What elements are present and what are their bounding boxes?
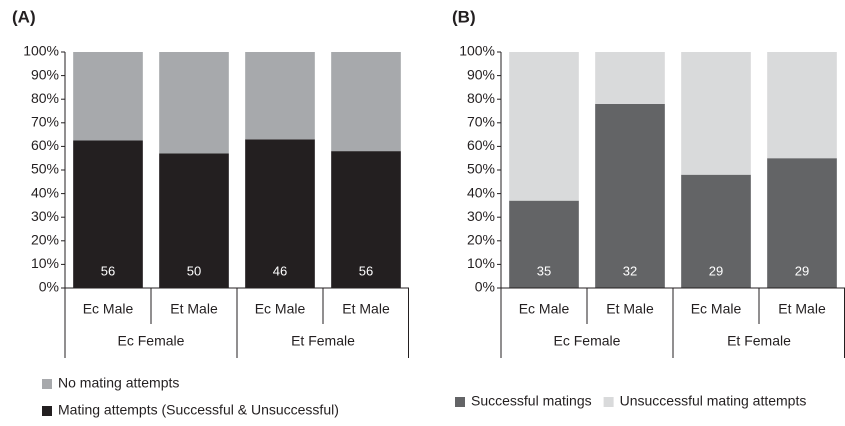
y-tick-label: 0% bbox=[475, 279, 495, 295]
legend-swatch bbox=[42, 379, 52, 389]
bar-segment bbox=[595, 52, 665, 104]
panel-label: (A) bbox=[12, 7, 36, 26]
x-tick-label: Ec Male bbox=[83, 301, 134, 317]
y-tick-label: 90% bbox=[31, 66, 59, 82]
x-tick-label: Ec Male bbox=[255, 301, 306, 317]
bar-segment bbox=[331, 151, 401, 288]
y-tick-label: 20% bbox=[31, 232, 59, 248]
y-tick-label: 80% bbox=[467, 90, 495, 106]
y-tick-label: 40% bbox=[467, 184, 495, 200]
y-tick-label: 10% bbox=[31, 255, 59, 271]
bar-segment bbox=[509, 52, 579, 201]
group-label: Et Female bbox=[291, 333, 355, 349]
y-tick-label: 10% bbox=[467, 255, 495, 271]
x-tick-label: Et Male bbox=[342, 301, 390, 317]
y-tick-label: 70% bbox=[31, 114, 59, 130]
sample-size-label: 29 bbox=[795, 263, 809, 278]
bar-segment bbox=[245, 52, 315, 140]
y-tick-label: 0% bbox=[39, 279, 59, 295]
legend-label: Successful matings bbox=[471, 393, 592, 409]
group-label: Ec Female bbox=[118, 333, 185, 349]
legend-label: Unsuccessful mating attempts bbox=[620, 393, 807, 409]
x-tick-label: Et Male bbox=[778, 301, 826, 317]
panel-label: (B) bbox=[452, 7, 476, 26]
group-label: Et Female bbox=[727, 333, 791, 349]
y-tick-label: 50% bbox=[467, 161, 495, 177]
y-tick-label: 100% bbox=[459, 43, 495, 59]
y-tick-label: 90% bbox=[467, 66, 495, 82]
x-tick-label: Ec Male bbox=[691, 301, 742, 317]
bar-segment bbox=[509, 200, 579, 288]
sample-size-label: 56 bbox=[101, 263, 115, 278]
y-tick-label: 70% bbox=[467, 114, 495, 130]
legend-swatch bbox=[455, 397, 465, 407]
legend-label: No mating attempts bbox=[58, 375, 179, 391]
bar-segment bbox=[73, 140, 143, 288]
bar-segment bbox=[331, 52, 401, 152]
y-tick-label: 60% bbox=[467, 137, 495, 153]
bar-segment bbox=[767, 52, 837, 159]
bar-segment bbox=[245, 139, 315, 288]
y-tick-label: 100% bbox=[23, 43, 59, 59]
bar-segment bbox=[681, 174, 751, 288]
group-label: Ec Female bbox=[554, 333, 621, 349]
bar-segment bbox=[595, 103, 665, 288]
bar-segment bbox=[767, 158, 837, 288]
sample-size-label: 35 bbox=[537, 263, 551, 278]
y-tick-label: 20% bbox=[467, 232, 495, 248]
y-tick-label: 50% bbox=[31, 161, 59, 177]
x-tick-label: Ec Male bbox=[519, 301, 570, 317]
y-tick-label: 60% bbox=[31, 137, 59, 153]
bar-segment bbox=[159, 52, 229, 154]
y-tick-label: 30% bbox=[467, 208, 495, 224]
sample-size-label: 50 bbox=[187, 263, 201, 278]
sample-size-label: 46 bbox=[273, 263, 287, 278]
legend-label: Mating attempts (Successful & Unsuccessf… bbox=[58, 402, 339, 418]
y-tick-label: 80% bbox=[31, 90, 59, 106]
legend-swatch bbox=[603, 397, 614, 407]
sample-size-label: 29 bbox=[709, 263, 723, 278]
y-tick-label: 30% bbox=[31, 208, 59, 224]
bar-segment bbox=[681, 52, 751, 175]
sample-size-label: 56 bbox=[359, 263, 373, 278]
y-tick-label: 40% bbox=[31, 184, 59, 200]
bar-segment bbox=[159, 153, 229, 288]
bar-segment bbox=[73, 52, 143, 141]
legend-swatch bbox=[42, 406, 52, 416]
x-tick-label: Et Male bbox=[606, 301, 654, 317]
sample-size-label: 32 bbox=[623, 263, 637, 278]
x-tick-label: Et Male bbox=[170, 301, 218, 317]
